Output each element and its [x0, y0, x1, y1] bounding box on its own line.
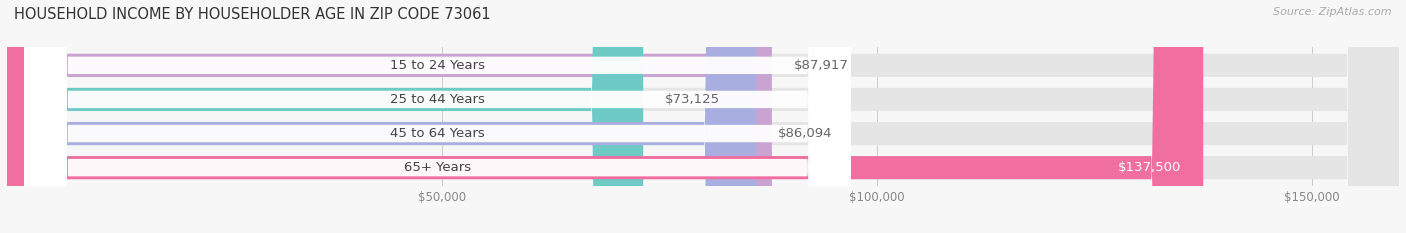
- Text: HOUSEHOLD INCOME BY HOUSEHOLDER AGE IN ZIP CODE 73061: HOUSEHOLD INCOME BY HOUSEHOLDER AGE IN Z…: [14, 7, 491, 22]
- FancyBboxPatch shape: [7, 0, 1399, 233]
- Text: Source: ZipAtlas.com: Source: ZipAtlas.com: [1274, 7, 1392, 17]
- Text: $87,917: $87,917: [793, 59, 848, 72]
- Text: $86,094: $86,094: [778, 127, 832, 140]
- FancyBboxPatch shape: [24, 0, 851, 233]
- Text: 15 to 24 Years: 15 to 24 Years: [389, 59, 485, 72]
- Text: $73,125: $73,125: [665, 93, 720, 106]
- FancyBboxPatch shape: [24, 0, 851, 233]
- Text: $137,500: $137,500: [1118, 161, 1181, 174]
- FancyBboxPatch shape: [7, 0, 1204, 233]
- FancyBboxPatch shape: [24, 0, 851, 233]
- FancyBboxPatch shape: [7, 0, 1399, 233]
- FancyBboxPatch shape: [7, 0, 1399, 233]
- FancyBboxPatch shape: [7, 0, 772, 233]
- FancyBboxPatch shape: [7, 0, 1399, 233]
- Text: 65+ Years: 65+ Years: [404, 161, 471, 174]
- Text: 25 to 44 Years: 25 to 44 Years: [391, 93, 485, 106]
- FancyBboxPatch shape: [7, 0, 643, 233]
- FancyBboxPatch shape: [24, 0, 851, 233]
- FancyBboxPatch shape: [7, 0, 756, 233]
- Text: 45 to 64 Years: 45 to 64 Years: [391, 127, 485, 140]
